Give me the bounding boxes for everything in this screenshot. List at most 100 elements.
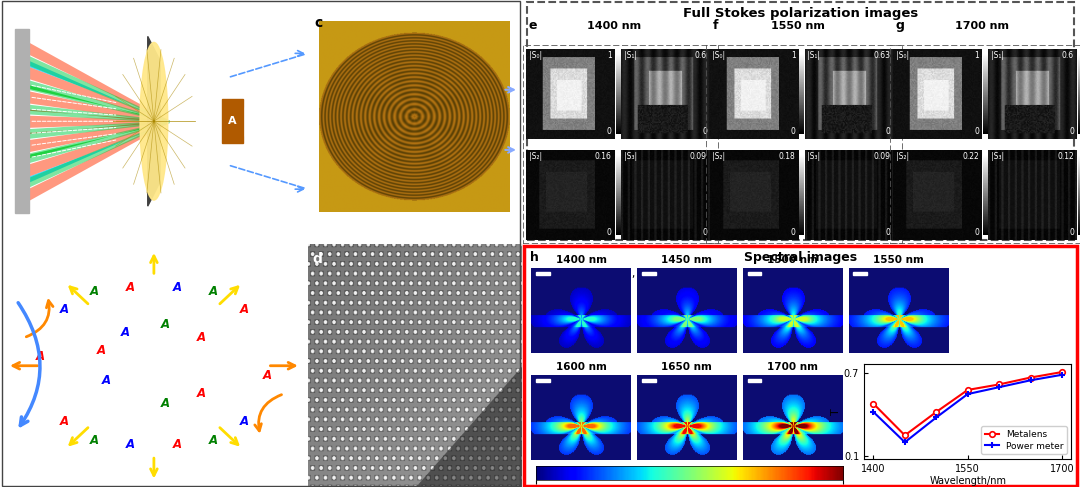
Text: 1450 nm: 1450 nm bbox=[661, 255, 713, 265]
Text: Spectral images: Spectral images bbox=[744, 250, 858, 263]
Text: A: A bbox=[197, 387, 206, 400]
Text: A: A bbox=[36, 350, 44, 363]
Bar bbox=[642, 379, 656, 382]
Text: 0.16: 0.16 bbox=[595, 152, 612, 161]
Text: A: A bbox=[197, 331, 206, 344]
Text: A: A bbox=[228, 116, 237, 126]
Text: 0.63: 0.63 bbox=[874, 52, 891, 60]
Text: f: f bbox=[713, 19, 718, 32]
Text: |S₀|: |S₀| bbox=[528, 52, 542, 60]
Text: d: d bbox=[312, 252, 322, 266]
Text: x: x bbox=[206, 462, 214, 475]
Text: 0: 0 bbox=[791, 127, 796, 136]
Power meter bbox=[930, 414, 943, 420]
Text: 1: 1 bbox=[607, 52, 612, 60]
Text: A: A bbox=[240, 415, 248, 428]
Bar bbox=[536, 272, 550, 275]
Text: A: A bbox=[240, 303, 248, 316]
Line: Metalens: Metalens bbox=[870, 369, 1065, 438]
Metalens bbox=[1055, 369, 1068, 375]
X-axis label: Wavelength/nm: Wavelength/nm bbox=[929, 476, 1007, 487]
Text: Imaging
plane: Imaging plane bbox=[0, 217, 46, 239]
Ellipse shape bbox=[140, 42, 167, 200]
Text: 0.6: 0.6 bbox=[694, 52, 707, 60]
Bar bbox=[245, 107, 279, 136]
Text: Polarization-spectral images: Polarization-spectral images bbox=[76, 252, 232, 262]
Text: 1: 1 bbox=[791, 52, 796, 60]
Text: 1700 nm: 1700 nm bbox=[955, 21, 1009, 31]
Text: y: y bbox=[162, 428, 170, 440]
Text: 0: 0 bbox=[974, 127, 980, 136]
Text: e: e bbox=[529, 19, 537, 32]
Text: 0.6: 0.6 bbox=[1062, 52, 1075, 60]
Power meter bbox=[899, 439, 912, 445]
Text: 0: 0 bbox=[974, 228, 980, 237]
Power meter bbox=[1024, 377, 1037, 383]
Bar bbox=[15, 29, 29, 213]
Text: 0.12: 0.12 bbox=[1057, 152, 1075, 161]
Power meter bbox=[1055, 372, 1068, 378]
Metalens bbox=[867, 401, 880, 407]
Power meter bbox=[961, 391, 974, 397]
Text: |S₃|: |S₃| bbox=[990, 152, 1004, 161]
Text: |S₃|: |S₃| bbox=[807, 152, 821, 161]
Bar bbox=[853, 272, 867, 275]
Text: 0: 0 bbox=[702, 127, 707, 136]
Text: A: A bbox=[102, 374, 111, 387]
Text: 0.09: 0.09 bbox=[690, 152, 707, 161]
Text: 1650 nm: 1650 nm bbox=[661, 362, 713, 373]
Bar bbox=[642, 272, 656, 275]
Metalens bbox=[1024, 375, 1037, 380]
Text: A: A bbox=[208, 284, 218, 298]
Text: A: A bbox=[90, 434, 99, 447]
Bar bbox=[747, 272, 761, 275]
Text: 0: 0 bbox=[1069, 127, 1075, 136]
Text: |S₀|: |S₀| bbox=[712, 52, 726, 60]
Metalens bbox=[899, 432, 912, 438]
Text: 1600 nm: 1600 nm bbox=[555, 362, 607, 373]
Text: A: A bbox=[125, 281, 135, 294]
Text: 1700 nm: 1700 nm bbox=[767, 362, 819, 373]
Bar bbox=[536, 379, 550, 382]
Y-axis label: T: T bbox=[831, 408, 841, 414]
Text: A: A bbox=[161, 318, 171, 331]
Text: 1400 nm: 1400 nm bbox=[588, 21, 642, 31]
Text: h: h bbox=[530, 250, 539, 263]
Metalens bbox=[993, 381, 1005, 387]
Power meter bbox=[867, 409, 880, 415]
Text: A: A bbox=[161, 396, 171, 410]
Text: |S₀|: |S₀| bbox=[895, 52, 909, 60]
Text: 0.18: 0.18 bbox=[779, 152, 796, 161]
Text: a: a bbox=[6, 10, 15, 24]
Metalens bbox=[961, 387, 974, 393]
Text: 0.09: 0.09 bbox=[874, 152, 891, 161]
Text: |S₁|: |S₁| bbox=[990, 52, 1003, 60]
Text: |S₃|: |S₃| bbox=[623, 152, 637, 161]
Text: b: b bbox=[10, 254, 19, 268]
Text: 0.22: 0.22 bbox=[962, 152, 980, 161]
Text: 1500 nm: 1500 nm bbox=[767, 255, 819, 265]
Text: 0: 0 bbox=[607, 228, 612, 237]
Text: |S₂|: |S₂| bbox=[895, 152, 909, 161]
Text: A: A bbox=[121, 326, 130, 338]
Text: A: A bbox=[264, 369, 272, 382]
Text: A: A bbox=[59, 415, 68, 428]
Text: 0: 0 bbox=[702, 228, 707, 237]
Text: g: g bbox=[896, 19, 905, 32]
Polygon shape bbox=[167, 73, 221, 170]
Text: A: A bbox=[97, 344, 106, 357]
Legend: Metalens, Power meter: Metalens, Power meter bbox=[982, 426, 1067, 454]
Text: A: A bbox=[173, 438, 183, 450]
Text: A: A bbox=[125, 438, 135, 450]
Bar bbox=[221, 99, 243, 143]
Text: 1: 1 bbox=[974, 52, 980, 60]
Line: Power meter: Power meter bbox=[870, 371, 1065, 446]
Text: 0: 0 bbox=[1069, 228, 1075, 237]
Text: 1550 nm: 1550 nm bbox=[873, 255, 924, 265]
Power meter bbox=[993, 384, 1005, 390]
Text: 0: 0 bbox=[886, 127, 891, 136]
Text: Incidence    S = ( 1, 0, 0, 0 ): Incidence S = ( 1, 0, 0, 0 ) bbox=[532, 269, 678, 279]
Text: A: A bbox=[173, 281, 183, 294]
Text: |S₁|: |S₁| bbox=[807, 52, 820, 60]
Text: A: A bbox=[208, 434, 218, 447]
